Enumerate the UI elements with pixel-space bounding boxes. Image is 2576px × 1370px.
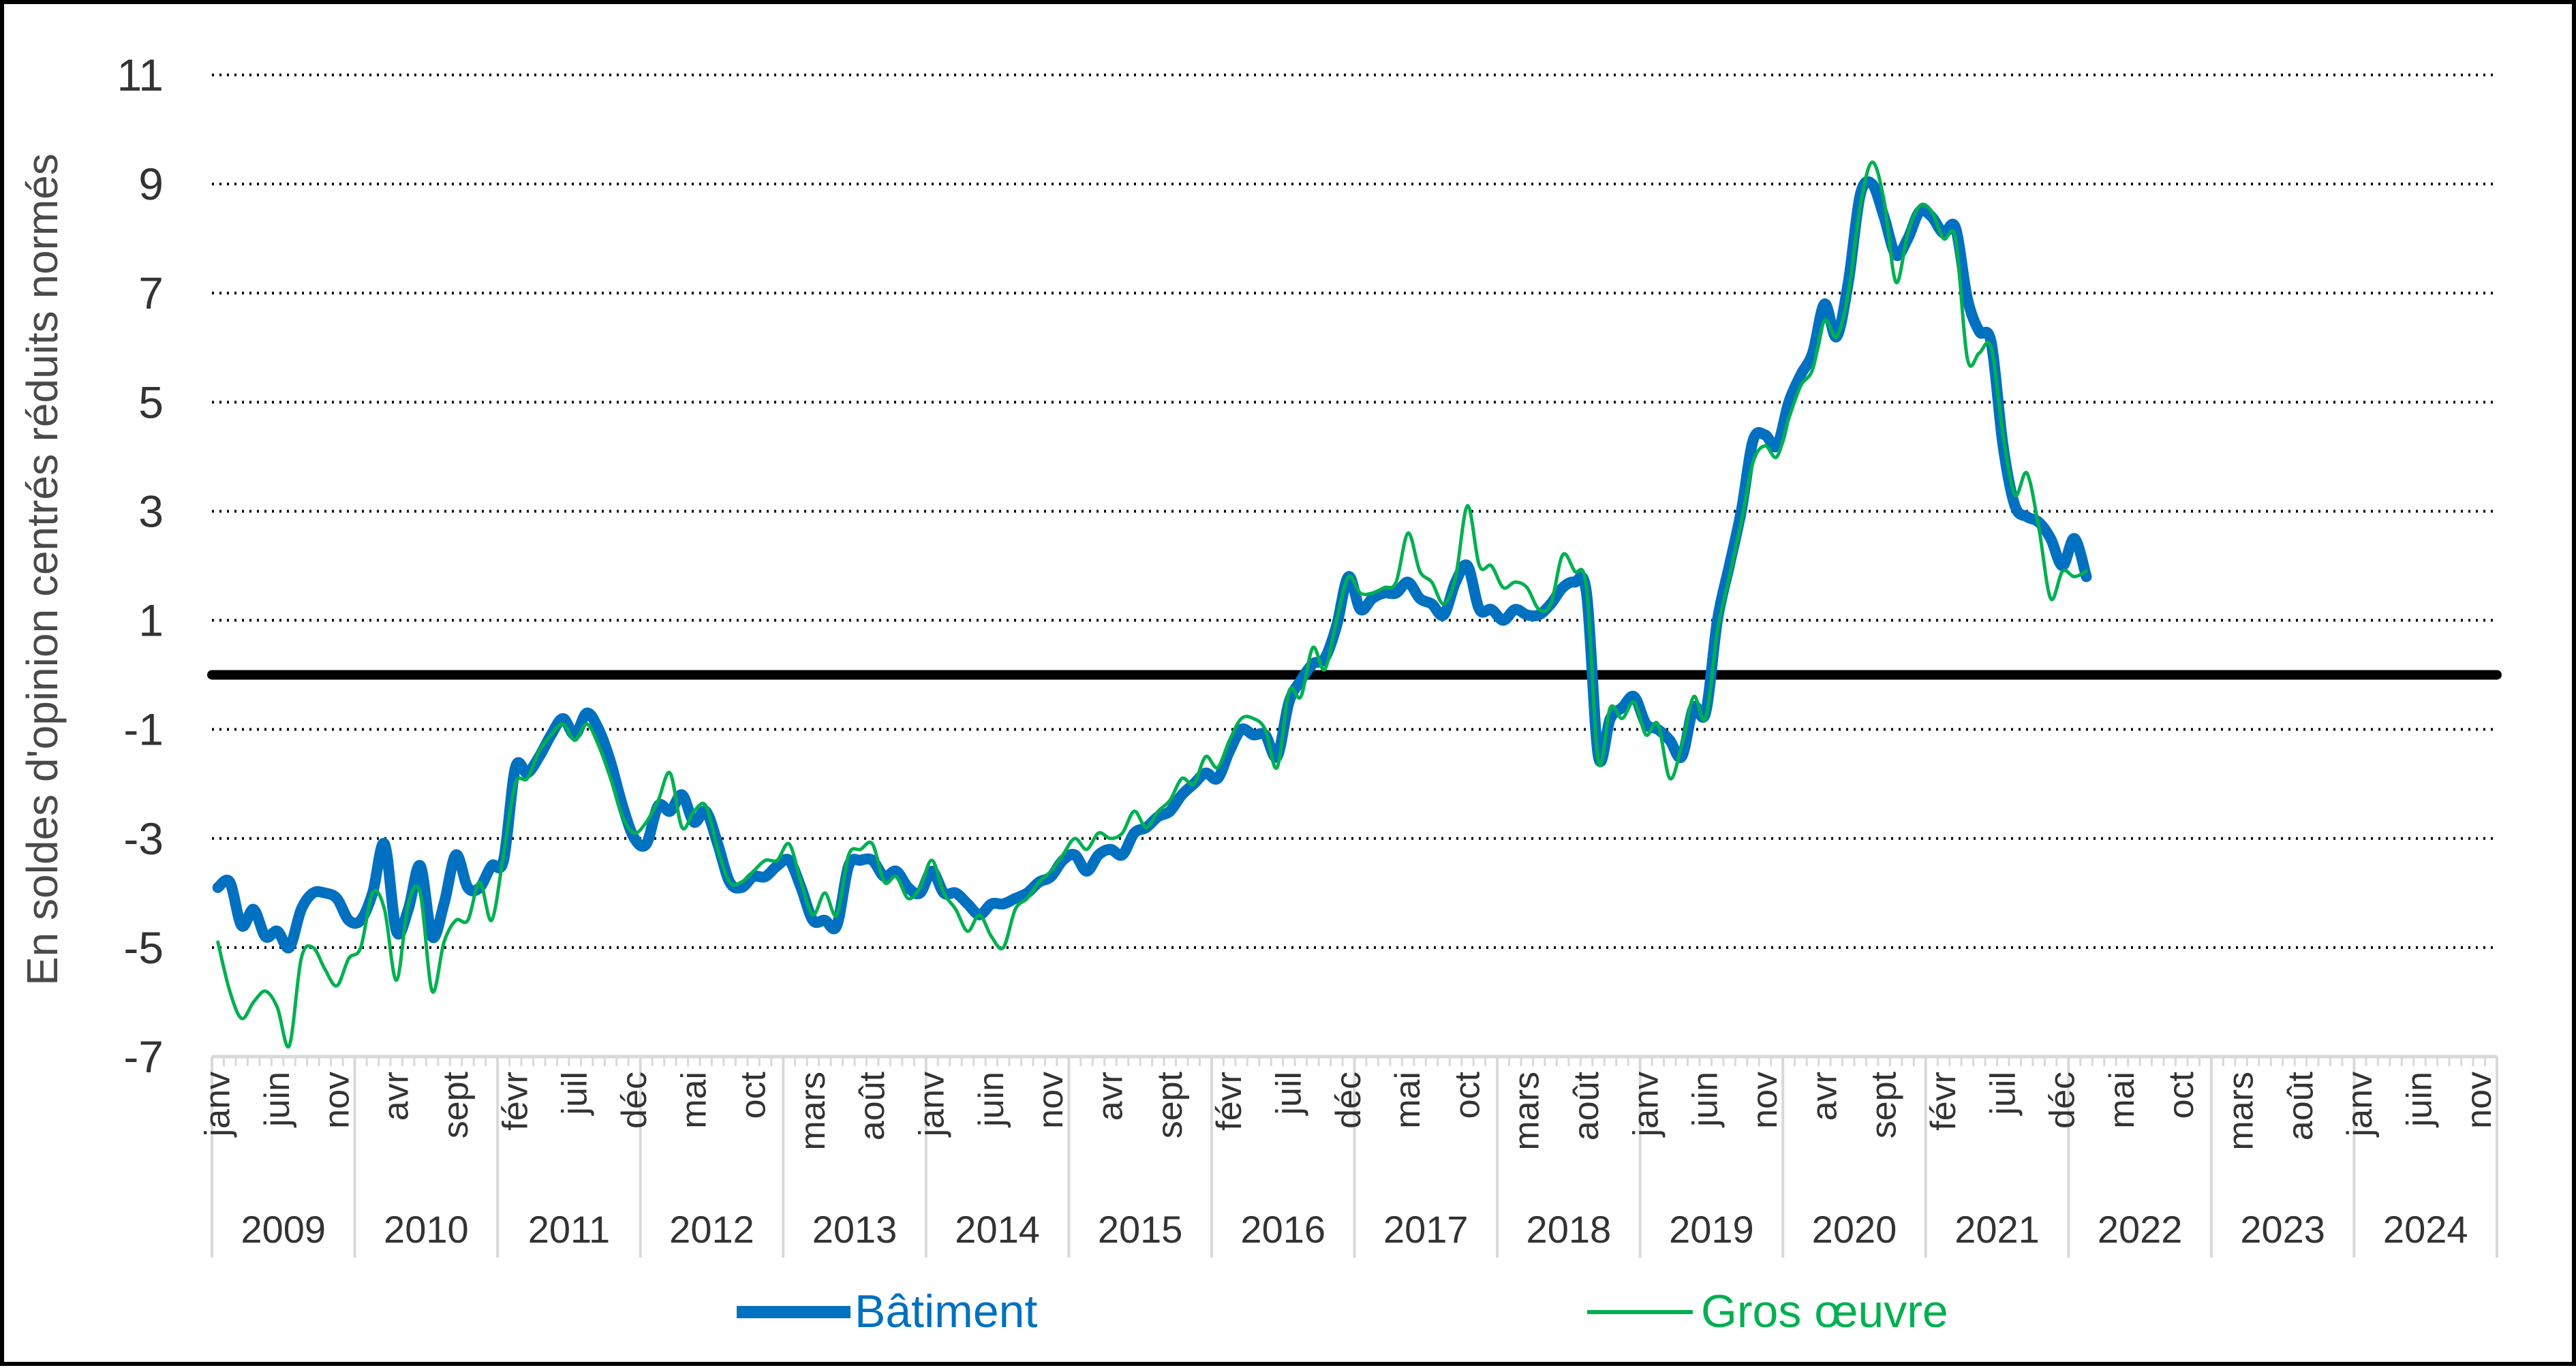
- x-month-label: avr: [377, 1072, 416, 1121]
- legend: Bâtiment Gros œuvre: [737, 1286, 1948, 1337]
- x-month-label: juin: [1686, 1072, 1726, 1128]
- x-year-label: 2015: [1098, 1208, 1183, 1251]
- x-month-label: juin: [972, 1072, 1011, 1128]
- x-year-label: 2024: [2383, 1208, 2468, 1251]
- x-month-label: juil: [555, 1072, 595, 1117]
- x-year-label: 2012: [669, 1208, 754, 1251]
- legend-label-gros-oeuvre: Gros œuvre: [1701, 1286, 1948, 1337]
- x-year-label: 2023: [2240, 1208, 2325, 1251]
- x-month-label: mai: [2102, 1072, 2142, 1129]
- gridlines: [212, 74, 2497, 949]
- x-month-label: déc: [1329, 1072, 1368, 1129]
- x-month-label: déc: [615, 1072, 654, 1129]
- x-month-label: mai: [1388, 1072, 1428, 1129]
- x-year-label: 2016: [1240, 1208, 1325, 1251]
- x-month-label: sept: [436, 1071, 476, 1138]
- y-tick-label: 11: [117, 50, 164, 100]
- x-month-label: mars: [2222, 1072, 2261, 1151]
- x-month-label: févr: [1924, 1072, 1963, 1131]
- x-month-label: oct: [734, 1071, 773, 1119]
- x-month-label: août: [2281, 1071, 2320, 1140]
- y-tick-label: 7: [138, 268, 164, 318]
- y-tick-label: 3: [138, 486, 164, 536]
- x-year-label: 2020: [1812, 1208, 1897, 1251]
- x-year-label: 2022: [2098, 1208, 2183, 1251]
- y-tick-label: -1: [123, 704, 164, 755]
- series-line-gros-oeuvre: [216, 160, 2088, 1049]
- x-month-label: janv: [198, 1072, 238, 1138]
- x-month-label: mars: [793, 1072, 833, 1151]
- x-month-label: nov: [1745, 1072, 1785, 1129]
- x-month-label: sept: [1865, 1071, 1904, 1138]
- x-year-label: 2021: [1954, 1208, 2040, 1251]
- x-month-label: mars: [1507, 1072, 1547, 1151]
- x-month-label: janv: [913, 1072, 952, 1138]
- x-year-label: 2019: [1669, 1208, 1754, 1251]
- y-tick-label: -3: [123, 813, 164, 864]
- series-lines: [212, 160, 2092, 1049]
- x-year-label: 2009: [241, 1208, 326, 1251]
- x-month-label: août: [853, 1071, 892, 1140]
- x-month-label: avr: [1805, 1072, 1844, 1121]
- x-month-label: janv: [2340, 1072, 2380, 1138]
- x-year-label: 2014: [955, 1208, 1040, 1251]
- x-month-label: juil: [1269, 1072, 1308, 1117]
- x-month-label: janv: [1626, 1072, 1666, 1138]
- x-axis: janv juin nov avr sept févr juil déc mai oct mars a…: [198, 1055, 2499, 1258]
- x-month-label: déc: [2043, 1072, 2083, 1129]
- x-month-label: juil: [1983, 1072, 2023, 1117]
- x-month-label: sept: [1150, 1071, 1190, 1138]
- y-tick-label: 5: [138, 377, 164, 427]
- x-month-label: févr: [1210, 1072, 1249, 1131]
- x-month-label: avr: [1090, 1072, 1130, 1121]
- x-year-label: 2010: [384, 1208, 469, 1251]
- legend-label-batiment: Bâtiment: [855, 1286, 1037, 1337]
- x-year-label: 2011: [528, 1208, 610, 1251]
- y-tick-label: 9: [138, 159, 164, 209]
- y-tick-label: -5: [123, 922, 164, 973]
- x-year-label: 2018: [1527, 1208, 1612, 1251]
- series-line-batiment: [212, 176, 2092, 954]
- y-axis-title: En soldes d'opinion centrés réduits norm…: [18, 153, 67, 986]
- y-tick-label: 1: [138, 595, 164, 646]
- x-month-label: mai: [674, 1072, 714, 1129]
- y-tick-label: -7: [123, 1031, 164, 1082]
- x-month-label: juin: [2399, 1072, 2439, 1128]
- x-month-label: nov: [317, 1072, 356, 1129]
- x-month-label: oct: [2162, 1071, 2201, 1119]
- y-axis-ticks: 11 9 7 5 3 1 -1 -3 -5 -7: [117, 50, 164, 1082]
- x-month-label: oct: [1447, 1071, 1487, 1119]
- x-month-label: août: [1567, 1071, 1606, 1140]
- x-year-label: 2017: [1383, 1208, 1469, 1251]
- x-month-label: févr: [495, 1072, 535, 1131]
- x-month-label: nov: [2459, 1072, 2499, 1129]
- x-year-label: 2013: [812, 1208, 898, 1251]
- x-month-label: nov: [1031, 1072, 1071, 1129]
- x-month-label: juin: [258, 1072, 297, 1128]
